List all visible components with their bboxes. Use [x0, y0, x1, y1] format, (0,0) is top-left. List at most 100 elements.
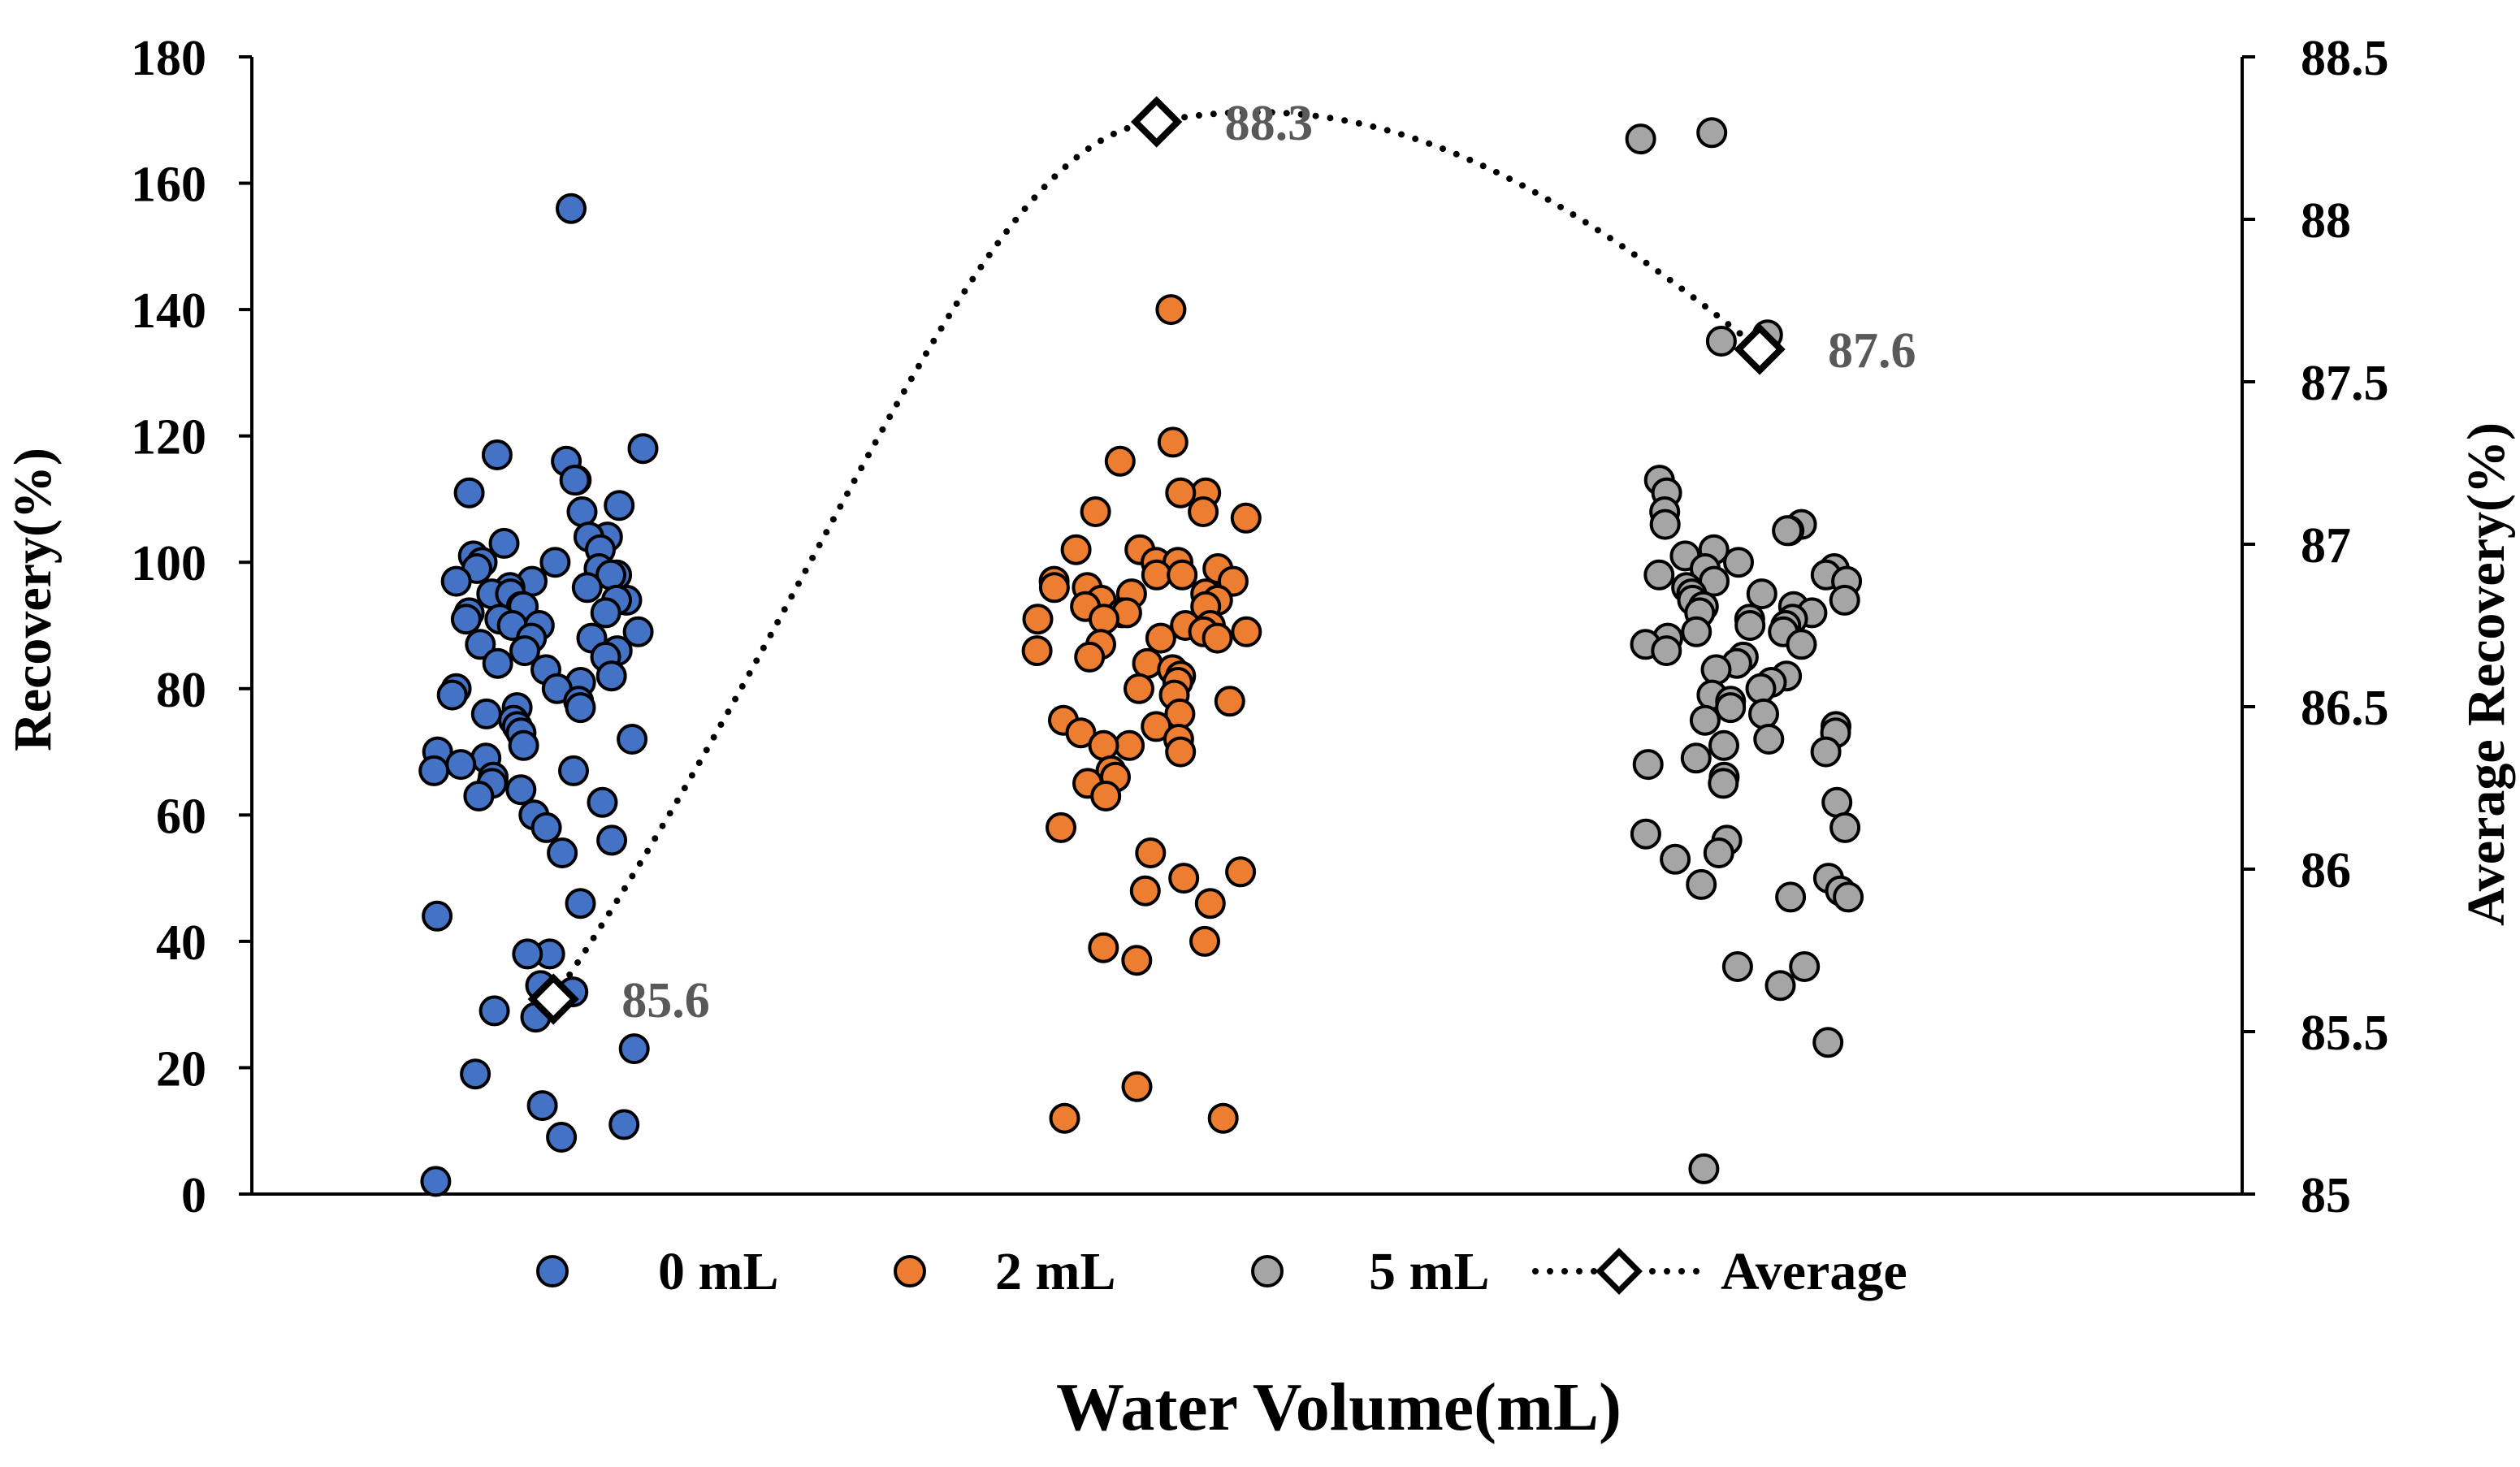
point-2-ml: [1145, 622, 1176, 654]
point-0-ml: [445, 749, 477, 781]
y2-tick-label: 86: [2301, 843, 2351, 898]
point-0-ml: [571, 572, 603, 604]
point-5-ml: [1746, 578, 1777, 610]
point-5-ml: [1705, 326, 1737, 357]
point-2-ml: [1065, 717, 1097, 749]
point-5-ml: [1630, 818, 1661, 850]
point-0-ml: [482, 647, 513, 679]
y-tick-label: 40: [156, 915, 206, 971]
point-0-ml: [618, 1033, 650, 1065]
point-0-ml: [488, 527, 520, 559]
point-0-ml: [608, 1109, 640, 1140]
point-2-ml: [1089, 604, 1119, 635]
point-2-ml: [1207, 1102, 1239, 1134]
point-0-ml: [420, 1166, 452, 1197]
y2-tick-label: 87: [2301, 518, 2351, 573]
point-5-ml: [1696, 117, 1728, 149]
y2-tick-label: 88.5: [2301, 31, 2389, 86]
y-tick-label: 0: [181, 1168, 206, 1223]
point-5-ml: [1689, 704, 1721, 736]
y-tick-label: 180: [131, 31, 206, 86]
point-0-ml: [453, 477, 485, 508]
legend-label: 0 mL: [658, 1242, 779, 1301]
y2-axis-title: Average Recovery(%): [2457, 422, 2516, 926]
point-5-ml: [1632, 749, 1664, 781]
point-5-ml: [1723, 547, 1754, 578]
average-point: [1130, 96, 1183, 148]
point-0-ml: [530, 811, 562, 843]
point-5-ml: [1715, 692, 1747, 724]
point-5-ml: [1660, 843, 1691, 875]
point-2-ml: [1155, 294, 1187, 326]
average-point: [1734, 323, 1786, 375]
point-2-ml: [1231, 616, 1262, 647]
point-2-ml: [1080, 496, 1111, 527]
point-2-ml: [1189, 925, 1220, 957]
point-2-ml: [1135, 837, 1167, 868]
point-0-ml: [627, 433, 659, 465]
point-5-ml: [1708, 729, 1739, 761]
point-0-ml: [450, 604, 482, 635]
point-0-ml: [595, 660, 627, 692]
point-5-ml: [1721, 951, 1753, 982]
point-5-ml: [1775, 881, 1807, 913]
point-2-ml: [1202, 622, 1233, 654]
point-2-ml: [1230, 502, 1262, 534]
point-0-ml: [418, 755, 450, 786]
average-data-label: 85.6: [621, 973, 710, 1028]
point-0-ml: [546, 1122, 578, 1153]
point-2-ml: [1141, 559, 1172, 591]
point-0-ml: [559, 465, 591, 496]
point-5-ml: [1703, 837, 1734, 868]
point-0-ml: [465, 629, 496, 660]
point-0-ml: [509, 635, 540, 667]
y-tick-label: 120: [131, 410, 206, 465]
point-0-ml: [565, 888, 596, 920]
y-tick-label: 140: [131, 283, 206, 339]
point-2-ml: [1049, 1102, 1080, 1134]
point-5-ml: [1833, 881, 1864, 913]
point-2-ml: [1194, 888, 1226, 920]
y-tick-label: 20: [156, 1041, 206, 1097]
legend-label: Average: [1721, 1242, 1907, 1301]
point-2-ml: [1167, 559, 1198, 591]
legend-marker-0-ml: [536, 1255, 569, 1287]
point-0-ml: [505, 774, 537, 806]
point-2-ml: [1165, 736, 1197, 768]
y-tick-label: 60: [156, 789, 206, 844]
point-5-ml: [1810, 736, 1842, 768]
legend-marker-2-ml: [894, 1255, 926, 1287]
point-0-ml: [526, 1090, 558, 1122]
point-2-ml: [1121, 1071, 1153, 1102]
point-5-ml: [1821, 786, 1853, 818]
point-0-ml: [596, 824, 628, 856]
point-0-ml: [539, 547, 571, 578]
point-0-ml: [556, 193, 587, 224]
point-5-ml: [1789, 951, 1821, 982]
tick-labels-layer: 0 20 40 60 80 100 120 140 160 180 85 85.5 86 86.5 87 87…: [131, 31, 2389, 1223]
point-2-ml: [1188, 496, 1219, 527]
point-2-ml: [1088, 729, 1119, 761]
point-5-ml: [1688, 1153, 1720, 1184]
point-2-ml: [1074, 641, 1106, 673]
point-5-ml: [1680, 742, 1712, 774]
legend-marker-average: [1596, 1248, 1643, 1295]
point-2-ml: [1046, 811, 1076, 843]
point-5-ml: [1708, 768, 1739, 799]
average-data-label: 87.6: [1828, 323, 1916, 379]
point-5-ml: [1649, 508, 1681, 540]
point-2-ml: [1060, 534, 1092, 565]
point-5-ml: [1829, 811, 1861, 843]
y2-tick-label: 86.5: [2301, 681, 2389, 736]
point-5-ml: [1643, 559, 1675, 591]
point-0-ml: [512, 938, 543, 970]
point-2-ml: [1021, 635, 1053, 667]
point-0-ml: [422, 900, 453, 932]
y2-tick-label: 88: [2301, 193, 2351, 249]
point-5-ml: [1786, 629, 1817, 660]
legend-marker-5-ml: [1251, 1255, 1284, 1287]
legend-label: 2 mL: [995, 1242, 1116, 1301]
point-2-ml: [1088, 932, 1119, 963]
point-2-ml: [1038, 572, 1070, 604]
